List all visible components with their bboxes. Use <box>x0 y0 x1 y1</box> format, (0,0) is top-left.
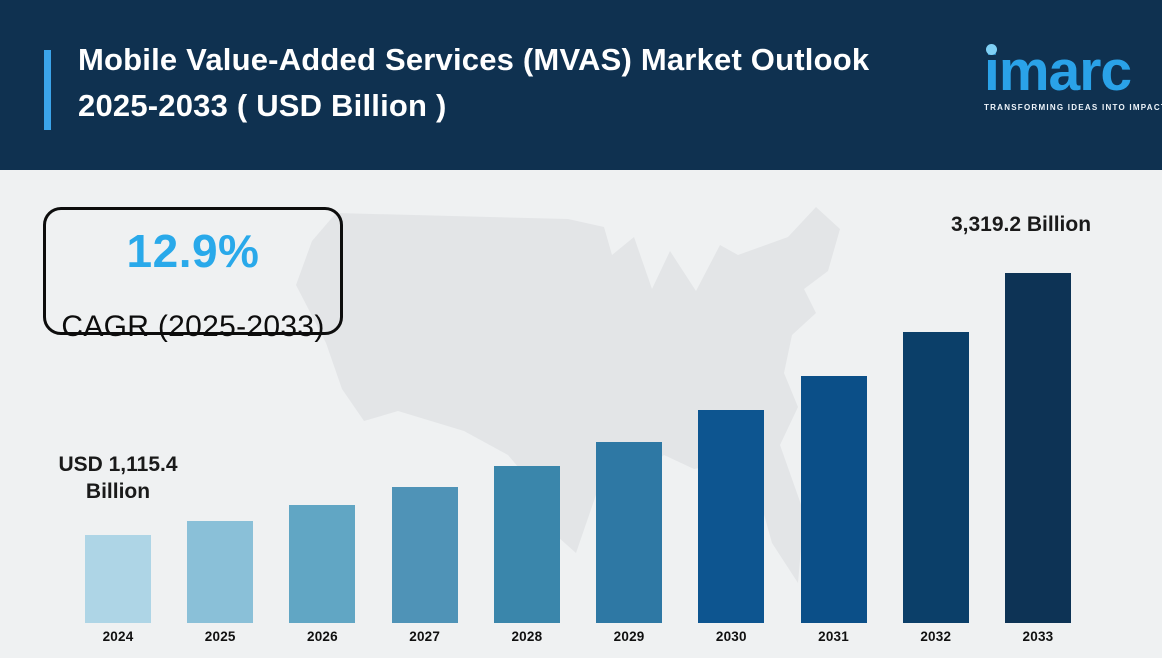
title-accent-bar <box>44 50 51 130</box>
start-value-line2: Billion <box>85 480 151 503</box>
bar-2026 <box>289 505 356 623</box>
bar-column-2029: 2029 <box>596 442 663 646</box>
axis-label-2032: 2032 <box>920 629 952 644</box>
bar-2032 <box>902 332 969 623</box>
cagr-label: CAGR (2025-2033) <box>61 310 325 343</box>
axis-label-2025: 2025 <box>204 629 236 644</box>
page-title-line2: 2025-2033 ( USD Billion ) <box>78 88 447 123</box>
bar-2030 <box>698 410 765 623</box>
bar-2031 <box>800 376 867 623</box>
bar-2025 <box>187 521 254 623</box>
start-value-label: USD 1,115.4 Billion <box>10 451 226 505</box>
us-map-silhouette <box>296 207 840 583</box>
axis-label-2028: 2028 <box>511 629 543 644</box>
logo-tagline: TRANSFORMING IDEAS INTO IMPACT <box>984 103 1162 113</box>
start-value-line1: USD 1,115.4 <box>58 453 178 476</box>
logo-i-dot-icon <box>986 44 997 55</box>
axis-label-2029: 2029 <box>613 629 645 644</box>
bar-column-2027: 2027 <box>391 487 458 646</box>
bar-chart: 2024 2025 2026 2027 2028 2029 <box>85 273 1071 646</box>
bar-column-2030: 2030 <box>698 410 765 646</box>
end-value-label: 3,319.2 Billion <box>950 213 1092 236</box>
bar-column-2025: 2025 <box>187 521 254 646</box>
axis-label-2026: 2026 <box>307 629 338 644</box>
axis-label-2031: 2031 <box>818 629 849 644</box>
bar-2024 <box>85 535 151 623</box>
bar-2028 <box>493 466 560 623</box>
bar-column-2024: 2024 <box>85 535 151 646</box>
page-title-line1: Mobile Value-Added Services (MVAS) Marke… <box>78 42 870 77</box>
header: Mobile Value-Added Services (MVAS) Marke… <box>0 0 1162 170</box>
page-title: Mobile Value-Added Services (MVAS) Marke… <box>78 37 978 129</box>
bar-column-2033: 2033 <box>1004 273 1071 646</box>
cagr-value: 12.9% <box>126 225 260 277</box>
bar-column-2028: 2028 <box>493 466 560 646</box>
logo-text: imarc <box>984 39 1132 103</box>
bar-2033 <box>1004 273 1071 623</box>
axis-label-2024: 2024 <box>102 629 134 644</box>
imarc-logo: imarc TRANSFORMING IDEAS INTO IMPACT <box>984 43 1162 113</box>
bar-2027 <box>391 487 458 623</box>
chart-area: 12.9% CAGR (2025-2033) USD 1,115.4 Billi… <box>0 170 1162 658</box>
axis-label-2033: 2033 <box>1022 629 1054 644</box>
bar-column-2026: 2026 <box>289 505 356 646</box>
cagr-card: 12.9% CAGR (2025-2033) <box>43 207 343 343</box>
bar-column-2031: 2031 <box>800 376 867 646</box>
bar-2029 <box>596 442 663 623</box>
logo-wordmark: imarc <box>984 43 1140 100</box>
axis-label-2030: 2030 <box>715 629 747 644</box>
axis-label-2027: 2027 <box>409 629 441 644</box>
bar-column-2032: 2032 <box>902 332 969 646</box>
